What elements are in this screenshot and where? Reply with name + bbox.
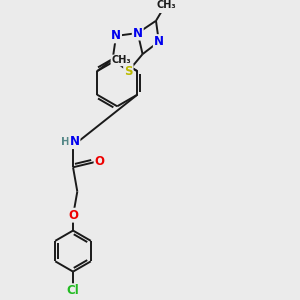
Text: CH₃: CH₃ bbox=[111, 56, 131, 65]
Text: N: N bbox=[70, 135, 80, 148]
Text: S: S bbox=[124, 65, 133, 78]
Text: CH₃: CH₃ bbox=[156, 0, 176, 10]
Text: N: N bbox=[133, 26, 143, 40]
Text: N: N bbox=[154, 35, 164, 48]
Text: O: O bbox=[94, 154, 104, 167]
Text: H: H bbox=[61, 136, 69, 147]
Text: O: O bbox=[68, 209, 78, 222]
Text: N: N bbox=[111, 29, 121, 42]
Text: Cl: Cl bbox=[67, 284, 80, 297]
